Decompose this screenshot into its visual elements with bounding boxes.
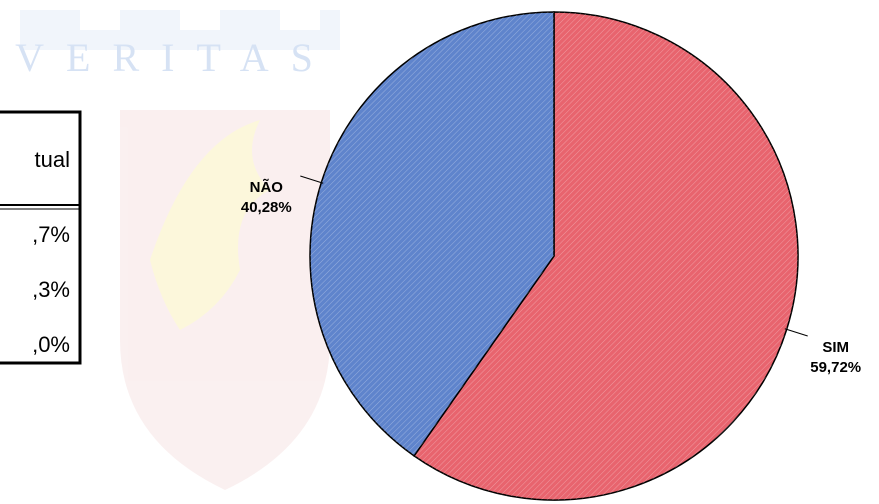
slice-value: 59,72%	[810, 359, 861, 376]
table-header: tual	[35, 147, 70, 172]
table: tual ,7% ,3% ,0%	[0, 112, 80, 363]
slide: VERITAS tual ,7% ,3% ,0% SIM 59,72% NÃO 40,…	[0, 0, 879, 504]
watermark-art	[20, 10, 340, 490]
table-cell: ,3%	[32, 277, 70, 302]
table-cell: ,0%	[32, 332, 70, 357]
slice-value: 40,28%	[241, 199, 292, 216]
leader-line	[785, 329, 808, 336]
slice-label: NÃO	[250, 178, 284, 196]
slice-label: SIM	[822, 339, 849, 356]
watermark-text: VERITAS	[15, 35, 335, 80]
pie-chart: SIM 59,72% NÃO 40,28%	[241, 12, 861, 500]
table-cell: ,7%	[32, 222, 70, 247]
